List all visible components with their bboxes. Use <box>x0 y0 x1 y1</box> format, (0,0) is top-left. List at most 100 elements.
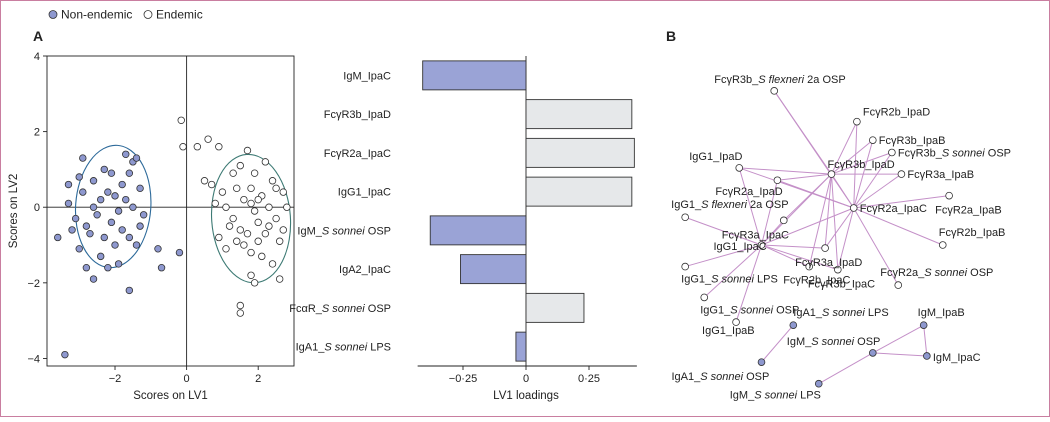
point-non-endemic <box>100 165 108 174</box>
point-endemic <box>254 195 262 204</box>
scatter-plot: −2 0 2 −4 −2 0 2 4 Scores on LV1 Scores on LV2 <box>8 51 295 402</box>
node-igg1-s-sonnei-osp <box>700 293 709 302</box>
point-endemic <box>268 177 277 185</box>
network-edge <box>777 173 832 181</box>
point-endemic <box>207 180 216 189</box>
point-non-endemic <box>132 154 141 162</box>
point-non-endemic <box>118 180 126 189</box>
point-endemic <box>233 237 241 245</box>
scatter-y-tick-label: −4 <box>27 353 40 365</box>
scatter-y-tick-label: 4 <box>34 51 40 63</box>
node-label-fcgr3b-ipad: FcγR3b_IpaD <box>827 159 894 171</box>
bar-fcgr2a-ipac <box>525 137 635 168</box>
bar-label-igm-ipac: IgM_IpaC <box>343 70 391 82</box>
point-endemic <box>268 260 277 268</box>
network-edge <box>761 324 794 363</box>
point-non-endemic <box>68 226 76 234</box>
node-label-fcgr2b-ipad: FcγR2b_IpaD <box>863 107 930 119</box>
node-fcgr2b-ipac <box>805 262 813 271</box>
point-endemic <box>179 143 187 151</box>
network-edge <box>739 167 832 175</box>
scatter-x-tick-label: 2 <box>255 373 261 385</box>
point-endemic <box>229 214 237 223</box>
node-label-fcgr3b-ipab: FcγR3b_IpaB <box>879 135 946 147</box>
node-label-igg1-ipab: IgG1_IpaB <box>702 325 755 337</box>
bar-label-fcgr2a-ipac: FcγR2a_IpaC <box>324 148 391 160</box>
network-edge <box>761 244 810 268</box>
point-endemic <box>240 195 248 204</box>
scatter-ticks: −2 0 2 −4 −2 0 2 4 <box>27 51 261 385</box>
node-label-igm-ipab: IgM_IpaB <box>918 307 965 319</box>
point-endemic <box>272 214 280 223</box>
point-endemic <box>254 218 262 227</box>
point-endemic <box>279 226 287 234</box>
point-endemic <box>218 188 227 196</box>
network-edge <box>685 216 762 246</box>
point-non-endemic <box>122 195 130 204</box>
point-non-endemic <box>129 203 137 211</box>
point-non-endemic <box>139 211 148 219</box>
network-edges <box>685 90 950 385</box>
network-edge <box>824 174 832 249</box>
node-label-igg1-ipad: IgG1_IpaD <box>689 151 742 163</box>
bar-rects <box>422 60 635 362</box>
node-label-fcgr3a-ipac: FcγR3a_IpaC <box>722 229 789 241</box>
point-endemic <box>247 271 255 279</box>
node-label-igm-s-sonnei-osp: IgM_S sonnei OSP <box>787 336 881 348</box>
point-non-endemic <box>79 154 87 162</box>
point-non-endemic <box>79 188 87 196</box>
node-label-fcgr3b-s-sonnei-osp: FcγR3b_S sonnei OSP <box>898 147 1011 159</box>
point-non-endemic <box>71 214 80 223</box>
bar-ticks: −0·25 0 0·25 <box>449 366 600 385</box>
bar-fcar-s-sonnei-osp <box>525 292 585 323</box>
bar-igm-s-sonnei-osp <box>429 215 527 246</box>
network-edge <box>808 173 832 267</box>
node-fcgr2b-ipab <box>938 241 947 249</box>
network-edge <box>831 139 874 175</box>
point-endemic <box>215 233 223 242</box>
network-edge <box>853 207 899 286</box>
node-igm-s-sonnei-lps <box>814 379 823 388</box>
scatter-x-tick-label: −2 <box>109 373 122 385</box>
node-label-igm-ipac: IgM_IpaC <box>933 352 981 364</box>
point-endemic <box>177 116 185 124</box>
node-label-fcgr2b-ipab: FcγR2b_IpaB <box>939 227 1006 239</box>
point-endemic <box>229 169 237 177</box>
network-edge <box>923 325 928 357</box>
point-non-endemic <box>54 233 62 242</box>
node-label-fcgr2a-s-sonnei-osp: FcγR2a_S sonnei OSP <box>880 267 993 279</box>
node-label-igg1-s-flexneri-2a-osp: IgG1_S flexneri 2a OSP <box>671 199 788 211</box>
network-edge <box>853 140 874 209</box>
point-non-endemic <box>114 260 123 268</box>
node-fcgr3b-s-flexneri-2a-osp <box>770 87 779 95</box>
point-endemic <box>265 222 273 230</box>
node-iga1-s-sonnei-lps <box>789 321 798 329</box>
node-fcgr3b-ipab <box>868 136 877 144</box>
node-fcgr2b-ipad <box>853 117 861 126</box>
bar-label-iga2-ipac: IgA2_IpaC <box>339 264 391 276</box>
node-label-fcgr3b-s-flexneri-2a-osp: FcγR3b_S flexneri 2a OSP <box>714 74 845 86</box>
legend-label-endemic: Endemic <box>156 8 203 22</box>
point-non-endemic <box>107 169 116 177</box>
node-label-fcgr3b-ipac: FcγR3b_IpaC <box>808 279 875 291</box>
point-endemic <box>200 177 209 185</box>
bar-iga1-s-sonnei-lps <box>515 331 527 362</box>
point-non-endemic <box>175 248 184 257</box>
scatter-y-tick-label: −2 <box>27 278 40 290</box>
node-fcgr3b-ipac <box>834 265 842 274</box>
point-endemic <box>236 161 245 170</box>
point-non-endemic <box>96 252 105 261</box>
node-label-fcgr2a-ipab: FcγR2a_IpaB <box>935 205 1002 217</box>
point-non-endemic <box>89 203 98 211</box>
point-non-endemic <box>104 264 112 272</box>
network-edge <box>761 244 826 249</box>
network-edge <box>735 244 762 323</box>
node-label-igm-s-sonnei-lps: IgM_S sonnei LPS <box>730 390 821 402</box>
point-non-endemic <box>61 350 69 359</box>
point-non-endemic <box>125 286 134 295</box>
point-non-endemic <box>100 233 108 242</box>
network-edge <box>830 174 839 270</box>
network-edge <box>761 180 778 246</box>
node-fcgr2a-s-sonnei-osp <box>894 281 903 289</box>
point-endemic <box>222 245 230 253</box>
